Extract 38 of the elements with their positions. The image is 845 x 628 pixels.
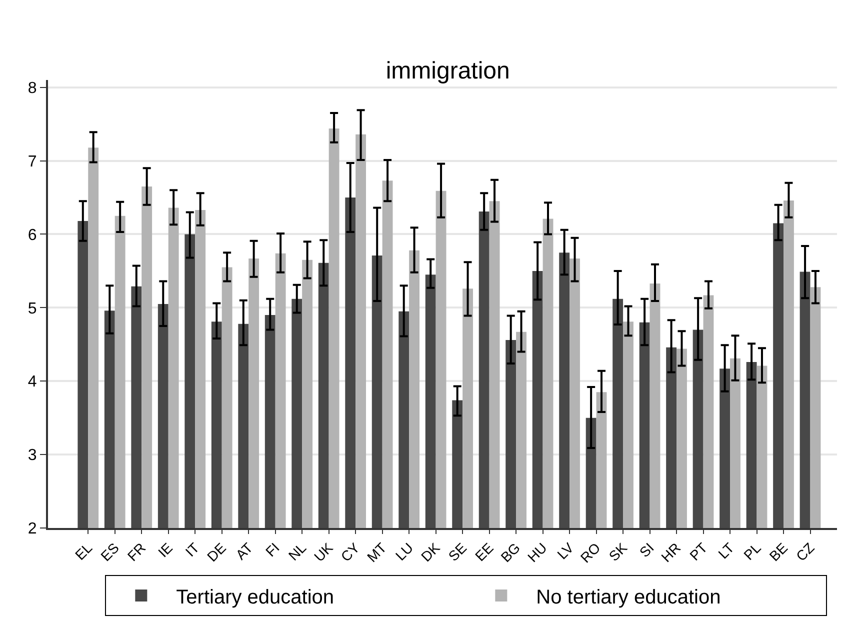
x-tick-label: UK bbox=[310, 539, 336, 565]
x-tick-label: BG bbox=[498, 540, 524, 566]
x-tick-label: EE bbox=[472, 540, 496, 564]
y-tick-label: 7 bbox=[28, 153, 37, 170]
x-tick-label: DK bbox=[418, 539, 444, 565]
y-tick-label: 3 bbox=[28, 447, 37, 464]
x-tick-label: LT bbox=[714, 539, 738, 562]
x-tick-label: SI bbox=[636, 540, 657, 560]
x-tick-label: PT bbox=[686, 539, 711, 564]
y-tick-label: 8 bbox=[28, 80, 37, 97]
x-tick-label: MT bbox=[364, 539, 390, 566]
x-tick-label: CZ bbox=[792, 539, 818, 564]
y-tick-label: 5 bbox=[28, 300, 37, 318]
legend-label: No tertiary education bbox=[536, 586, 721, 608]
y-tick-label: 4 bbox=[28, 374, 37, 391]
x-tick-label: HU bbox=[524, 540, 550, 566]
legend-label: Tertiary education bbox=[176, 586, 334, 608]
x-tick-label: SE bbox=[445, 540, 470, 564]
x-tick-label: LV bbox=[554, 539, 578, 562]
x-tick-label: LU bbox=[392, 540, 416, 564]
y-tick-label: 2 bbox=[28, 520, 37, 538]
x-tick-label: RO bbox=[577, 539, 604, 566]
x-tick-label: IT bbox=[182, 539, 202, 560]
chart-title: immigration bbox=[386, 57, 510, 84]
x-tick-label: BE bbox=[766, 540, 791, 564]
x-tick-label: SK bbox=[606, 539, 631, 564]
x-tick-label: EL bbox=[72, 539, 96, 563]
x-tick-label: PL bbox=[740, 539, 764, 563]
x-tick-label: HR bbox=[658, 540, 684, 566]
x-tick-label: FR bbox=[124, 540, 149, 564]
x-tick-label: ES bbox=[97, 540, 122, 564]
x-tick-label: DE bbox=[204, 540, 229, 565]
x-tick-label: FI bbox=[262, 540, 282, 560]
x-tick-label: IE bbox=[154, 540, 176, 560]
y-tick-label: 6 bbox=[28, 226, 37, 244]
x-tick-label: NL bbox=[285, 539, 310, 564]
x-tick-label: CY bbox=[338, 539, 364, 565]
x-tick-label: AT bbox=[232, 539, 256, 563]
